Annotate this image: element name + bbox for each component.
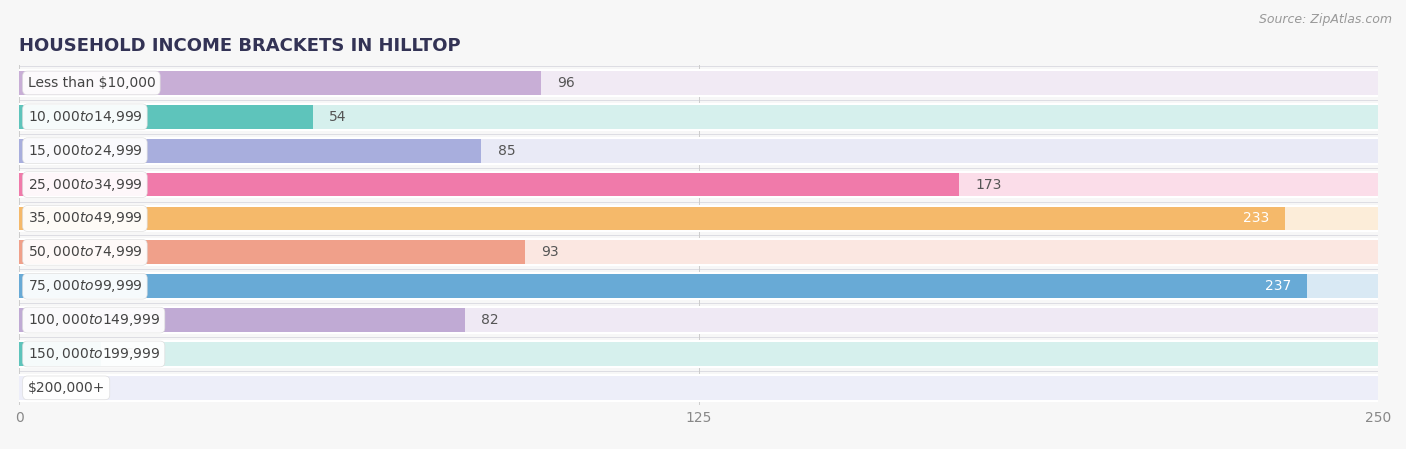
Text: Source: ZipAtlas.com: Source: ZipAtlas.com <box>1258 13 1392 26</box>
Text: HOUSEHOLD INCOME BRACKETS IN HILLTOP: HOUSEHOLD INCOME BRACKETS IN HILLTOP <box>20 37 461 55</box>
Bar <box>20 241 1378 264</box>
Bar <box>20 376 1378 400</box>
Bar <box>20 308 1378 332</box>
Bar <box>20 273 1378 300</box>
Text: $15,000 to $24,999: $15,000 to $24,999 <box>28 143 142 158</box>
Bar <box>20 173 959 197</box>
Text: $35,000 to $49,999: $35,000 to $49,999 <box>28 211 142 226</box>
Bar <box>20 340 1378 368</box>
Bar <box>20 207 1285 230</box>
Text: Less than $10,000: Less than $10,000 <box>28 76 155 90</box>
Bar <box>20 205 1378 232</box>
Text: 237: 237 <box>1264 279 1291 293</box>
Text: 0: 0 <box>35 381 45 395</box>
Bar <box>20 306 1378 334</box>
Text: $100,000 to $149,999: $100,000 to $149,999 <box>28 312 160 328</box>
Text: 54: 54 <box>329 110 347 124</box>
Bar <box>20 274 1378 298</box>
Bar <box>20 342 101 366</box>
Bar <box>20 71 1378 95</box>
Text: 15: 15 <box>117 347 135 361</box>
Bar <box>20 139 481 163</box>
Bar <box>20 173 1378 197</box>
Text: 82: 82 <box>481 313 499 327</box>
Text: $150,000 to $199,999: $150,000 to $199,999 <box>28 346 160 362</box>
Text: 173: 173 <box>976 178 1002 192</box>
Bar <box>20 103 1378 131</box>
Text: $10,000 to $14,999: $10,000 to $14,999 <box>28 109 142 125</box>
Text: $50,000 to $74,999: $50,000 to $74,999 <box>28 244 142 260</box>
Text: $25,000 to $34,999: $25,000 to $34,999 <box>28 176 142 193</box>
Text: 233: 233 <box>1243 211 1270 225</box>
Text: 96: 96 <box>557 76 575 90</box>
Text: 85: 85 <box>498 144 515 158</box>
Bar <box>20 274 1308 298</box>
Bar <box>20 137 1378 165</box>
Bar <box>20 238 1378 266</box>
Bar <box>20 241 524 264</box>
Bar <box>20 139 1378 163</box>
Bar <box>20 342 1378 366</box>
Bar <box>20 207 1378 230</box>
Bar <box>20 71 541 95</box>
Bar <box>20 374 1378 402</box>
Text: 93: 93 <box>541 245 558 260</box>
Bar <box>20 105 312 129</box>
Bar <box>20 69 1378 97</box>
Bar <box>20 171 1378 198</box>
Text: $75,000 to $99,999: $75,000 to $99,999 <box>28 278 142 294</box>
Bar <box>20 105 1378 129</box>
Bar <box>20 308 465 332</box>
Text: $200,000+: $200,000+ <box>28 381 105 395</box>
